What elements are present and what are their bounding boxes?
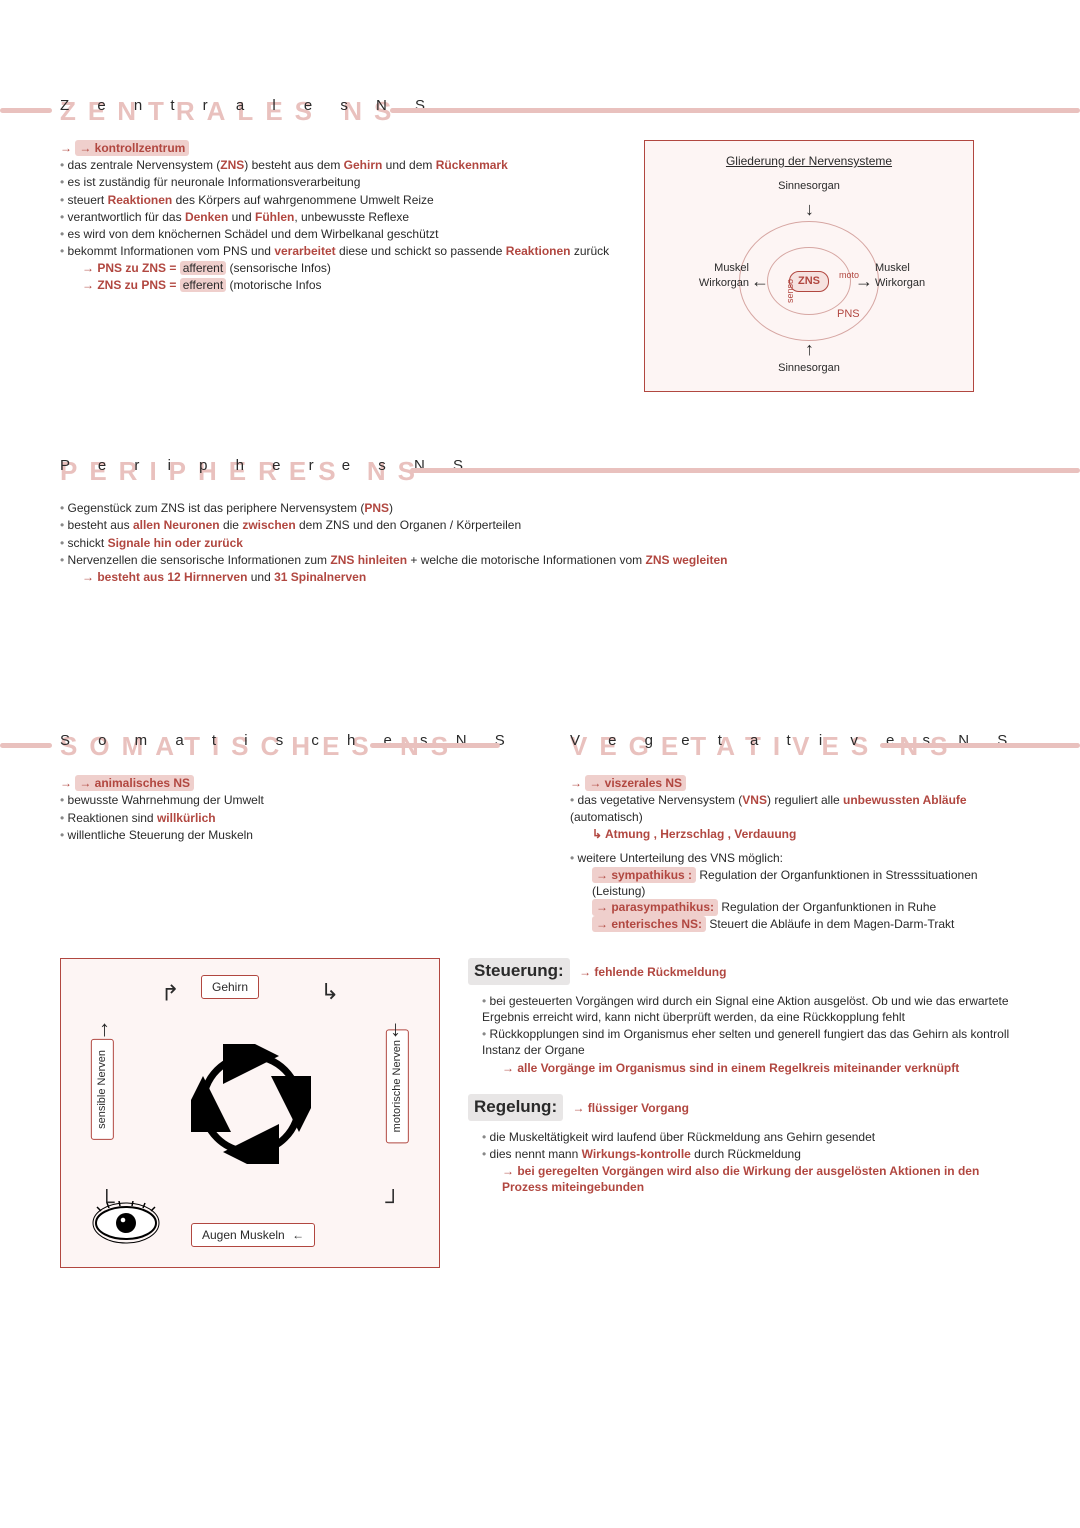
zns-b1: das zentrale Nervensystem (ZNS) besteht … [60, 157, 620, 173]
steuerung-head: Steuerung: [468, 958, 570, 985]
connector-icon: ↲ [161, 977, 179, 1007]
pns-b4: Nervenzellen die sensorische Information… [60, 552, 1020, 568]
veg-b1x: ↳ Atmung , Herzschlag , Verdauung [570, 826, 1020, 842]
pns-bullets: Gegenstück zum ZNS ist das periphere Ner… [60, 500, 1020, 568]
veg-sub: → → viszerales NS [570, 775, 1020, 791]
heading-overlay: V e g e t a t i v e s N S [570, 731, 1019, 751]
rule-right [880, 743, 1080, 748]
veg-bullets-2: weitere Unterteilung des VNS möglich: [570, 850, 1020, 866]
steuerung-block: Steuerung: → fehlende Rückmeldung bei ge… [468, 958, 1020, 1076]
loop-bottom: Augen Muskeln ← [191, 1223, 315, 1247]
zns-arrow-intro: → → kontrollzentrum [60, 140, 620, 156]
loop-top: Gehirn [201, 975, 259, 999]
loop-right: motorische Nerven [386, 1029, 409, 1143]
zns-intro-label: → kontrollzentrum [79, 141, 185, 155]
heading-vegetatives: VEGETATIVES NS V e g e t a t i v e s N S [570, 727, 1020, 761]
regelung-sub: → flüssiger Vorgang [572, 1101, 688, 1115]
arrow-up-icon: ↑ [805, 337, 814, 361]
zns-b3: steuert Reaktionen des Körpers auf wahrg… [60, 192, 620, 208]
diag-senso: senso [784, 279, 796, 303]
pns-b1: Gegenstück zum ZNS ist das periphere Ner… [60, 500, 1020, 516]
steuerung-regelung: Steuerung: → fehlende Rückmeldung bei ge… [468, 958, 1020, 1196]
zns-bullets: das zentrale Nervensystem (ZNS) besteht … [60, 157, 620, 259]
pns-b2: besteht aus allen Neuronen die zwischen … [60, 517, 1020, 533]
zns-row: → → kontrollzentrum das zentrale Nervens… [60, 140, 1020, 392]
rule-right [370, 743, 500, 748]
page: ZENTRALES NS Z e n t r a l e s N S → → k… [0, 0, 1080, 1308]
veg-s1: → sympathikus : Regulation der Organfunk… [570, 867, 1020, 899]
diag-top: Sinnesorgan [759, 179, 859, 194]
som-bullets: bewusste Wahrnehmung der Umwelt Reaktion… [60, 792, 510, 843]
regel-b2: dies nennt mann Wirkungs-kontrolle durch… [482, 1146, 1020, 1162]
veg-b1: das vegetative Nervensystem (VNS) reguli… [570, 792, 1020, 824]
diag-pns: PNS [837, 307, 860, 322]
connector-icon: ↳ [321, 977, 339, 1007]
pns-b5: → besteht aus 12 Hirnnerven und 31 Spina… [60, 569, 1020, 585]
arrow-down-icon: ↓ [805, 197, 814, 221]
veg-s2: → parasympathikus: Regulation der Organf… [570, 899, 1020, 915]
heading-overlay: Z e n t r a l e s N S [60, 96, 437, 116]
arrow-right-icon: → [855, 269, 873, 293]
rule-right [390, 108, 1080, 113]
heading-overlay: P e r i p h e r e s N S [60, 456, 475, 476]
heading-peripheres: PERIPHERES NS P e r i p h e r e s N S [60, 452, 1020, 486]
pns-b3: schickt Signale hin oder zurück [60, 535, 1020, 551]
connector-icon: ┘ [385, 1187, 401, 1217]
regelung-block: Regelung: → flüssiger Vorgang die Muskel… [468, 1094, 1020, 1196]
regel-bullets: die Muskeltätigkeit wird laufend über Rü… [468, 1129, 1020, 1162]
arrow-up-icon: ↑ [99, 1014, 110, 1044]
heading-zentrales: ZENTRALES NS Z e n t r a l e s N S [60, 92, 1020, 126]
regel-b1: die Muskeltätigkeit wird laufend über Rü… [482, 1129, 1020, 1145]
cycle-arrows-icon [191, 1044, 311, 1164]
diag-left: Muskel Wirkorgan [649, 261, 749, 291]
som-veg-row: SOMATISCHES NS S o m a t i s c h e s N S… [60, 695, 1020, 932]
gliederung-title: Gliederung der Nervensysteme [655, 153, 963, 169]
zns-efferent: → ZNS zu PNS = efferent (motorische Info… [60, 277, 620, 293]
zns-b4: verantwortlich für das Denken und Fühlen… [60, 209, 620, 225]
veg-col: VEGETATIVES NS V e g e t a t i v e s N S… [570, 695, 1020, 932]
veg-b2: weitere Unterteilung des VNS möglich: [570, 850, 1020, 866]
heading-overlay: S o m a t i s c h e s N S [60, 731, 517, 751]
bottom-row: Gehirn sensible Nerven motorische Nerven… [60, 958, 1020, 1268]
diag-right: Muskel Wirkorgan [875, 261, 975, 291]
zns-b5: es wird von dem knöchernen Schädel und d… [60, 226, 620, 242]
steuer-b3: → alle Vorgänge im Organismus sind in ei… [468, 1060, 1020, 1076]
som-b3: willentliche Steuerung der Muskeln [60, 827, 510, 843]
regelung-head: Regelung: [468, 1094, 563, 1121]
steuer-b1: bei gesteuerten Vorgängen wird durch ein… [482, 993, 1020, 1025]
regel-b3: → bei geregelten Vorgängen wird also die… [468, 1163, 1020, 1195]
veg-bullets: das vegetative Nervensystem (VNS) reguli… [570, 792, 1020, 824]
loop-diagram: Gehirn sensible Nerven motorische Nerven… [60, 958, 440, 1268]
zns-b6: bekommt Informationen vom PNS und verarb… [60, 243, 620, 259]
steuer-bullets: bei gesteuerten Vorgängen wird durch ein… [468, 993, 1020, 1059]
rule-left [0, 108, 52, 113]
diag-bottom: Sinnesorgan [759, 361, 859, 376]
veg-s3: → enterisches NS: Steuert die Abläufe in… [570, 916, 1020, 932]
rule-left [0, 743, 52, 748]
som-b2: Reaktionen sind willkürlich [60, 810, 510, 826]
arrow-left-icon: ← [751, 269, 769, 293]
veg-sub-label: → viszerales NS [589, 776, 682, 790]
gliederung-diagram: Gliederung der Nervensysteme Sinnesorgan… [644, 140, 974, 392]
steuer-b2: Rückkopplungen sind im Organismus eher s… [482, 1026, 1020, 1058]
rule-right [410, 468, 1080, 473]
zns-text: → → kontrollzentrum das zentrale Nervens… [60, 140, 620, 293]
som-b1: bewusste Wahrnehmung der Umwelt [60, 792, 510, 808]
zns-b2: es ist zuständig für neuronale Informati… [60, 174, 620, 190]
som-col: SOMATISCHES NS S o m a t i s c h e s N S… [60, 695, 510, 844]
gliederung-core: Sinnesorgan ↓ ZNS PNS moto senso Muskel … [659, 179, 959, 379]
steuerung-sub: → fehlende Rückmeldung [579, 965, 726, 979]
heading-somatisches: SOMATISCHES NS S o m a t i s c h e s N S [60, 727, 510, 761]
zns-afferent: → PNS zu ZNS = afferent (sensorische Inf… [60, 260, 620, 276]
som-sub-label: → animalisches NS [79, 776, 190, 790]
eye-icon [91, 1201, 161, 1245]
arrow-down-icon: ↓ [390, 1014, 401, 1044]
som-sub: → → animalisches NS [60, 775, 510, 791]
arrow-left-small-icon: ← [292, 1228, 304, 1242]
loop-left: sensible Nerven [91, 1039, 114, 1140]
